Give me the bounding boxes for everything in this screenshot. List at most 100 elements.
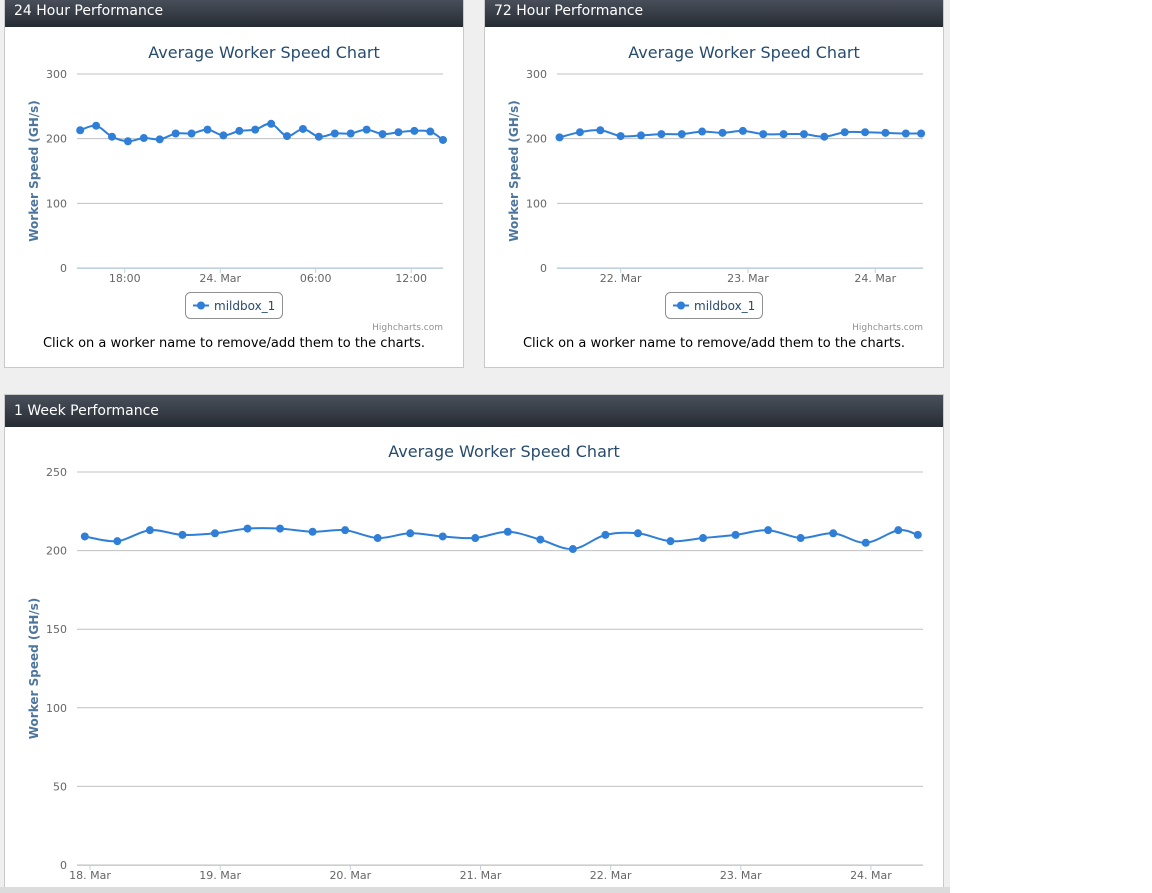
- data-point: [113, 537, 122, 546]
- legend-symbol-marker: [677, 301, 685, 310]
- data-point: [699, 534, 708, 543]
- data-point: [267, 119, 276, 128]
- horizontal-scrollbar[interactable]: [0, 887, 950, 893]
- data-point: [145, 526, 154, 535]
- x-tick-label-2: 06:00: [300, 272, 332, 285]
- data-point: [913, 530, 922, 539]
- data-point: [764, 526, 773, 535]
- data-point: [894, 526, 903, 535]
- data-point: [677, 130, 686, 139]
- y-tick-label-200: 200: [526, 133, 547, 146]
- legend-item-label[interactable]: mildbox_1: [694, 299, 755, 313]
- highcharts-credit: Highcharts.com: [852, 323, 923, 333]
- data-point: [503, 527, 512, 536]
- legend[interactable]: mildbox_1: [665, 292, 763, 319]
- data-point: [917, 129, 926, 138]
- data-point: [283, 132, 292, 141]
- x-tick-label-2: 20. Mar: [329, 869, 371, 882]
- panel-24-hour-performance: 24 Hour Performance Average Worker Speed…: [4, 0, 464, 368]
- data-point: [901, 129, 910, 138]
- data-point: [139, 134, 148, 143]
- x-tick-label-1: 23. Mar: [727, 272, 769, 285]
- data-point: [426, 127, 435, 136]
- y-tick-label-300: 300: [46, 68, 67, 81]
- chart-footnote-72-hour: Click on a worker name to remove/add the…: [522, 336, 905, 351]
- x-tick-label-1: 19. Mar: [199, 869, 241, 882]
- data-point: [759, 130, 768, 139]
- chart-24-hour: Average Worker Speed Chart 0 100 200 300 18:0…: [27, 43, 447, 333]
- data-point: [698, 127, 707, 136]
- data-point: [406, 529, 415, 538]
- data-point: [219, 131, 228, 140]
- data-point: [203, 125, 212, 134]
- data-point: [575, 128, 584, 137]
- data-point: [171, 129, 180, 138]
- data-point: [187, 129, 196, 138]
- data-point: [731, 530, 740, 539]
- y-axis-label: Worker Speed (GH/s): [27, 598, 41, 740]
- data-point: [243, 524, 252, 533]
- data-point: [362, 125, 371, 134]
- legend[interactable]: mildbox_1: [185, 292, 283, 319]
- y-tick-label-0: 0: [60, 262, 67, 275]
- data-point: [76, 126, 85, 135]
- chart-1-week: Average Worker Speed Chart 0 50 100 150 200 25…: [27, 442, 923, 882]
- highcharts-credit: Highcharts.com: [372, 323, 443, 333]
- data-point: [471, 534, 480, 543]
- y-tick-label-200: 200: [46, 545, 67, 558]
- chart-title: Average Worker Speed Chart: [388, 442, 619, 461]
- data-point: [251, 125, 260, 134]
- data-point: [555, 133, 564, 142]
- data-point: [779, 130, 788, 139]
- y-axis-label: Worker Speed (GH/s): [27, 100, 41, 242]
- x-tick-label-3: 21. Mar: [460, 869, 502, 882]
- chart-72-hour: Average Worker Speed Chart 0 100 200 300 22. …: [507, 43, 926, 333]
- data-point: [394, 128, 403, 137]
- y-tick-label-100: 100: [526, 197, 547, 210]
- panel-72-hour-performance: 72 Hour Performance Average Worker Speed…: [484, 0, 944, 368]
- data-point: [314, 132, 323, 141]
- data-point: [330, 129, 339, 138]
- y-tick-label-100: 100: [46, 197, 67, 210]
- y-tick-label-50: 50: [53, 780, 67, 793]
- data-point: [341, 526, 350, 535]
- data-point: [276, 524, 285, 533]
- legend-box: [185, 292, 283, 319]
- data-point: [378, 130, 387, 139]
- data-point: [796, 534, 805, 543]
- data-point: [666, 537, 675, 546]
- x-tick-label-0: 22. Mar: [600, 272, 642, 285]
- y-tick-label-150: 150: [46, 623, 67, 636]
- data-point: [881, 128, 890, 137]
- data-point: [308, 527, 317, 536]
- data-point: [861, 538, 870, 547]
- data-point: [596, 126, 605, 135]
- data-point: [346, 129, 355, 138]
- data-point: [235, 126, 244, 135]
- x-tick-label-3: 12:00: [395, 272, 427, 285]
- y-axis-label: Worker Speed (GH/s): [507, 100, 521, 242]
- panel-header-1-week: 1 Week Performance: [5, 395, 943, 427]
- data-point: [568, 545, 577, 554]
- legend-symbol-marker: [197, 301, 205, 310]
- data-point: [108, 132, 117, 141]
- data-point: [410, 126, 419, 135]
- chart-title: Average Worker Speed Chart: [628, 43, 859, 62]
- panel-header-24-hour: 24 Hour Performance: [5, 0, 463, 27]
- data-point: [298, 124, 307, 133]
- data-point: [155, 135, 164, 144]
- data-point: [536, 535, 545, 544]
- data-point: [840, 128, 849, 137]
- panel-header-72-hour: 72 Hour Performance: [485, 0, 943, 27]
- x-tick-label-0: 18:00: [109, 272, 141, 285]
- legend-item-label[interactable]: mildbox_1: [214, 299, 275, 313]
- data-point: [633, 529, 642, 538]
- data-point: [861, 128, 870, 137]
- data-point: [373, 534, 382, 543]
- data-point: [820, 132, 829, 141]
- x-tick-label-2: 24. Mar: [854, 272, 896, 285]
- data-point: [123, 137, 132, 146]
- data-point: [657, 130, 666, 139]
- y-tick-label-200: 200: [46, 133, 67, 146]
- data-point: [829, 529, 838, 538]
